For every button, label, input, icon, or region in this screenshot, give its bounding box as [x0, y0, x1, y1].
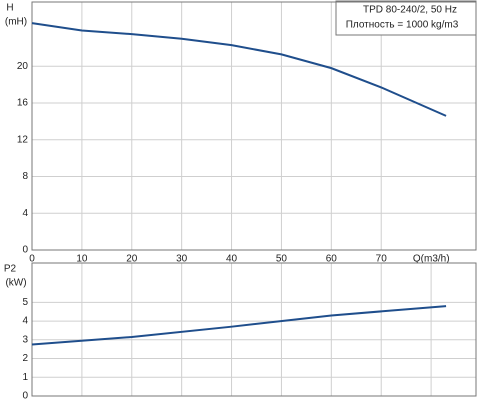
- y-tick-label: 0: [22, 245, 28, 256]
- plot-border: [31, 262, 477, 397]
- y-tick-label: 0: [22, 391, 28, 400]
- plot-border: [31, 1, 477, 251]
- chart-subtitle: Плотность = 1000 kg/m3: [346, 20, 459, 31]
- x-tick-label: 20: [126, 254, 138, 265]
- x-axis-label: Q(m3/h): [413, 254, 450, 265]
- y-tick-label: 4: [22, 208, 28, 219]
- plot-area: [32, 2, 476, 250]
- x-tick-label: 60: [326, 254, 338, 265]
- x-tick-label: 70: [376, 254, 388, 265]
- y-tick-label: 2: [22, 353, 28, 364]
- chart-title: TPD 80-240/2, 50 Hz: [363, 5, 457, 16]
- y-axis-label: H: [6, 3, 13, 14]
- y-tick-label: 16: [17, 98, 29, 109]
- y-axis-label: P2: [4, 264, 17, 275]
- y-axis-unit: (mH): [5, 17, 27, 28]
- x-tick-label: 50: [276, 254, 288, 265]
- curve: [31, 305, 447, 346]
- plot-layer: [31, 2, 476, 397]
- y-tick-label: 3: [22, 334, 28, 345]
- y-tick-label: 4: [22, 316, 28, 327]
- x-tick-label: 40: [226, 254, 238, 265]
- y-tick-label: 20: [17, 61, 29, 72]
- y-axis-unit: (kW): [5, 278, 26, 289]
- y-tick-label: 1: [22, 372, 28, 383]
- x-tick-label: 30: [176, 254, 188, 265]
- plot-area: [32, 263, 476, 396]
- legend-box: [335, 0, 477, 36]
- x-tick-label: 10: [76, 254, 88, 265]
- y-tick-label: 8: [22, 171, 28, 182]
- curve: [31, 22, 447, 117]
- x-tick-label: 0: [29, 254, 35, 265]
- y-tick-label: 12: [17, 134, 29, 145]
- y-tick-label: 5: [22, 297, 28, 308]
